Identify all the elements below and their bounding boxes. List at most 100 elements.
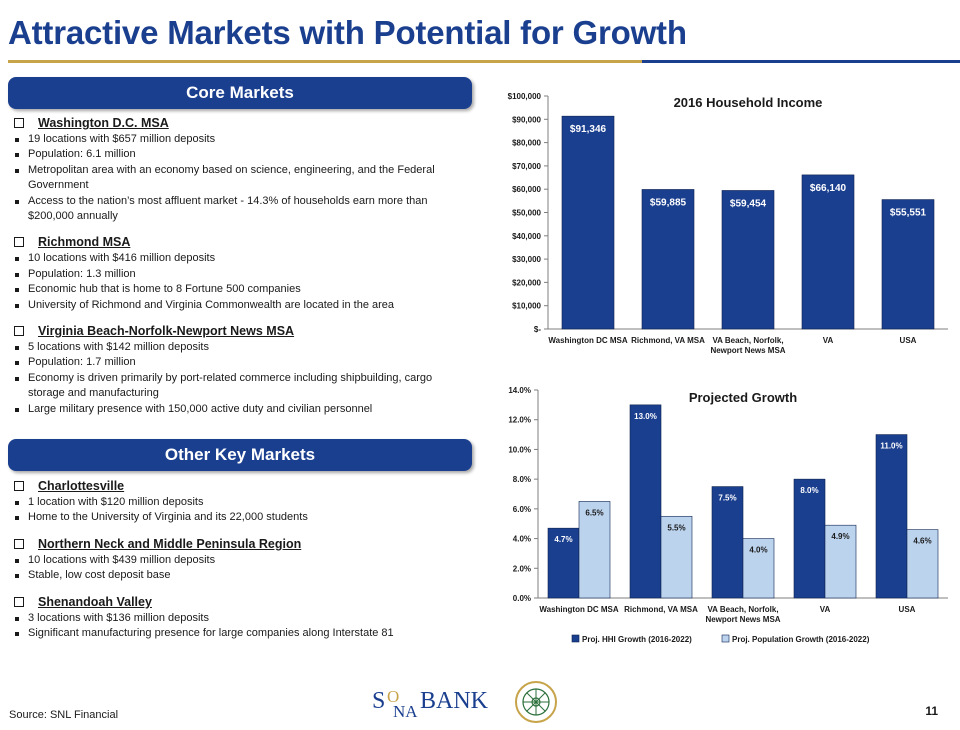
projected-growth-chart: Projected Growth 0.0% 2.0% 4.0% 6.0% 8.0% 10.0… <box>490 380 955 652</box>
x-tick-label: Newport News MSA <box>710 346 785 355</box>
y-tick-label: $100,000 <box>508 92 542 101</box>
market-heading: Northern Neck and Middle Peninsula Regio… <box>14 536 469 552</box>
market-block: Washington D.C. MSA 19 locations with $65… <box>14 115 469 224</box>
y-tick-label: 14.0% <box>508 386 531 395</box>
x-tick-label: VA Beach, Norfolk, <box>707 605 778 614</box>
y-tick-label: 10.0% <box>508 445 531 454</box>
market-bullet: Metropolitan area with an economy based … <box>14 163 469 194</box>
market-heading: Charlottesville <box>14 478 469 494</box>
y-tick-label: 4.0% <box>513 535 531 544</box>
x-tick-label: Washington DC MSA <box>539 605 618 614</box>
y-tick-label: 0.0% <box>513 594 531 603</box>
market-bullet: 10 locations with $439 million deposits <box>14 553 469 568</box>
logo-letter-o: O <box>387 687 399 706</box>
market-block: Charlottesville 1 location with $120 mill… <box>14 478 469 526</box>
y-tick-label: $90,000 <box>512 115 541 124</box>
x-tick-label: Washington DC MSA <box>548 336 627 345</box>
market-bullet: 5 locations with $142 million deposits <box>14 340 469 355</box>
y-tick-label: 12.0% <box>508 416 531 425</box>
market-bullet: Population: 6.1 million <box>14 147 469 162</box>
title-rule-gold <box>8 60 642 63</box>
market-heading: Washington D.C. MSA <box>14 115 469 131</box>
page-number: 11 <box>925 704 938 718</box>
x-tick-label: VA <box>823 336 834 345</box>
hhi-growth-label: 7.5% <box>718 494 736 503</box>
hhi-growth-label: 13.0% <box>634 412 657 421</box>
market-bullet: Home to the University of Virginia and i… <box>14 510 469 525</box>
y-tick-label: $30,000 <box>512 255 541 264</box>
checkbox-bullet-icon <box>14 237 24 248</box>
income-bar <box>881 199 935 330</box>
checkbox-bullet-icon <box>14 596 24 607</box>
market-bullet: 10 locations with $416 million deposits <box>14 251 469 266</box>
hhi-growth-label: 4.7% <box>554 535 572 544</box>
population-growth-label: 4.0% <box>749 546 767 555</box>
x-tick-label: USA <box>900 336 917 345</box>
income-bar-label: $55,551 <box>890 208 927 219</box>
hhi-growth-bar <box>793 478 826 599</box>
logo-letter-s: S <box>372 688 385 714</box>
x-tick-label: Richmond, VA MSA <box>631 336 705 345</box>
market-bullets: 5 locations with $142 million deposits Po… <box>14 340 469 417</box>
hhi-growth-bar <box>875 434 908 599</box>
market-bullet: Population: 1.7 million <box>14 355 469 370</box>
market-name: Virginia Beach-Norfolk-Newport News MSA <box>38 324 295 339</box>
population-growth-label: 4.6% <box>913 537 931 546</box>
legend-label: Proj. HHI Growth (2016-2022) <box>582 635 692 644</box>
y-tick-label: $20,000 <box>512 278 541 287</box>
x-tick-label: VA Beach, Norfolk, <box>712 336 783 345</box>
market-bullet: 19 locations with $657 million deposits <box>14 132 469 147</box>
household-income-chart: 2016 Household Income $- $10,000 $20,000 $30… <box>490 86 955 371</box>
x-tick-label: VA <box>820 605 831 614</box>
population-growth-bar <box>660 515 693 599</box>
y-tick-label: $60,000 <box>512 185 541 194</box>
sonabank-logo: S O NA BANK <box>370 680 570 725</box>
y-tick-label: $70,000 <box>512 162 541 171</box>
x-tick-label: Richmond, VA MSA <box>624 605 698 614</box>
market-heading: Virginia Beach-Norfolk-Newport News MSA <box>14 323 469 339</box>
market-bullet: Stable, low cost deposit base <box>14 568 469 583</box>
x-tick-label: USA <box>899 605 916 614</box>
income-bar-label: $59,454 <box>730 198 767 209</box>
market-name: Richmond MSA <box>38 235 131 250</box>
market-bullets: 1 location with $120 million deposits Hom… <box>14 495 469 526</box>
market-block: Shenandoah Valley 3 locations with $136 m… <box>14 594 469 642</box>
market-bullet: Access to the nation’s most affluent mar… <box>14 194 469 225</box>
population-growth-label: 5.5% <box>667 523 685 532</box>
market-heading: Richmond MSA <box>14 234 469 250</box>
logo-letters-na: NA <box>393 702 418 721</box>
market-bullets: 19 locations with $657 million deposits P… <box>14 132 469 224</box>
income-bar <box>801 174 855 330</box>
household-income-chart-svg: 2016 Household Income $- $10,000 $20,000 $30… <box>508 92 948 355</box>
checkbox-bullet-icon <box>14 481 24 491</box>
market-block: Northern Neck and Middle Peninsula Regio… <box>14 536 469 584</box>
checkbox-bullet-icon <box>14 538 24 549</box>
market-bullets: 3 locations with $136 million deposits Si… <box>14 611 469 642</box>
market-name: Northern Neck and Middle Peninsula Regio… <box>38 536 302 551</box>
market-bullet: 3 locations with $136 million deposits <box>14 611 469 626</box>
market-heading: Shenandoah Valley <box>14 594 469 610</box>
y-tick-label: 2.0% <box>513 564 531 573</box>
market-bullet: 1 location with $120 million deposits <box>14 495 469 510</box>
income-bar-label: $91,346 <box>570 124 607 135</box>
market-bullets: 10 locations with $416 million deposits P… <box>14 251 469 313</box>
income-bar-label: $66,140 <box>810 183 847 194</box>
checkbox-bullet-icon <box>14 118 24 128</box>
hhi-growth-bar <box>547 527 580 599</box>
y-tick-label: $10,000 <box>512 302 541 311</box>
population-growth-bar <box>578 501 611 599</box>
checkbox-bullet-icon <box>14 326 24 337</box>
hhi-growth-bar <box>629 404 662 599</box>
other-markets-list: Charlottesville 1 location with $120 mill… <box>14 478 469 641</box>
y-tick-label: $40,000 <box>512 232 541 241</box>
income-bar <box>721 190 775 330</box>
market-name: Shenandoah Valley <box>38 594 152 609</box>
projected-growth-chart-svg: Projected Growth 0.0% 2.0% 4.0% 6.0% 8.0% 10.0… <box>508 386 948 644</box>
market-name: Charlottesville <box>38 479 125 493</box>
legend-label: Proj. Population Growth (2016-2022) <box>732 635 870 644</box>
population-growth-bar <box>742 538 775 599</box>
y-tick-label: 8.0% <box>513 475 531 484</box>
income-bar <box>561 115 615 330</box>
logo-seal <box>515 681 557 723</box>
population-growth-label: 4.9% <box>831 532 849 541</box>
